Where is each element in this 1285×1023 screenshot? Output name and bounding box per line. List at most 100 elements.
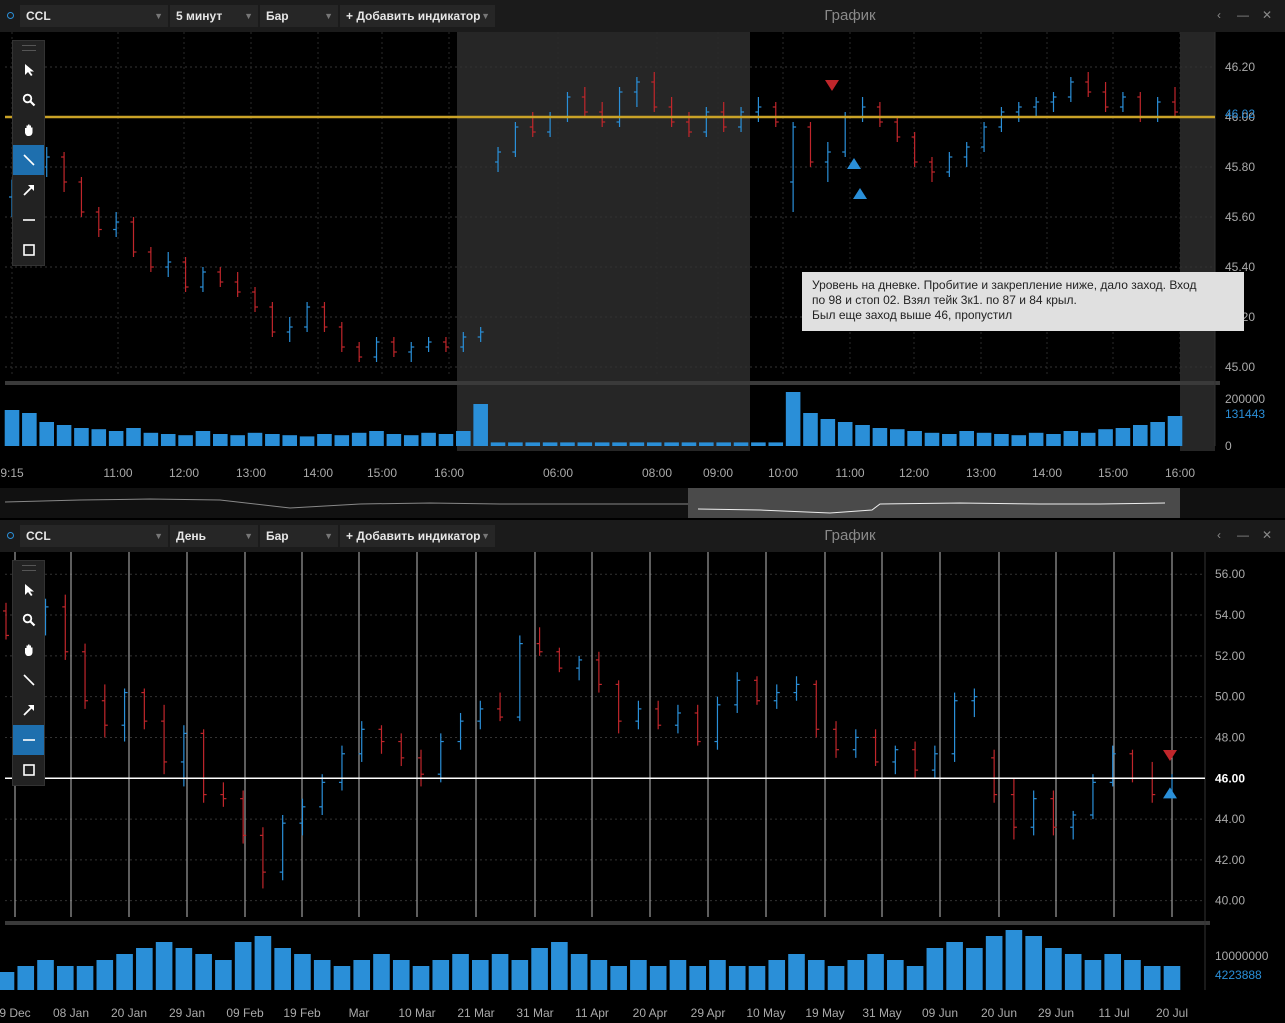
volume-bar bbox=[473, 404, 488, 446]
time-tick-label: 14:00 bbox=[303, 466, 333, 480]
price-bar bbox=[62, 594, 69, 660]
toolbar-grip-icon[interactable] bbox=[13, 41, 44, 55]
line-icon[interactable] bbox=[13, 665, 44, 695]
time-tick-label: 31 May bbox=[862, 1006, 901, 1020]
rectangle-icon[interactable] bbox=[13, 755, 44, 785]
volume-bar bbox=[412, 966, 430, 990]
time-tick-label: 11 Jul bbox=[1098, 1006, 1129, 1020]
interval-label: 5 минут bbox=[176, 9, 223, 23]
price-bar bbox=[833, 721, 840, 758]
volume-bar bbox=[175, 948, 193, 990]
bottom-price-chart[interactable]: 56.00 54.00 52.00 50.00 48.00 46.00 44.00 42.00… bbox=[0, 552, 1285, 1023]
volume-bar bbox=[803, 413, 818, 446]
note-line: Был еще заход выше 46, пропустил bbox=[812, 308, 1013, 322]
price-bar bbox=[121, 688, 128, 742]
price-bar bbox=[234, 272, 241, 297]
volume-bar bbox=[1150, 422, 1165, 446]
volume-bar bbox=[1005, 930, 1023, 990]
time-tick-label: 19 May bbox=[805, 1006, 844, 1020]
volume-bar bbox=[274, 948, 291, 990]
time-tick-label: 19 Feb bbox=[283, 1006, 321, 1020]
volume-bar bbox=[299, 436, 315, 446]
chart-type-select[interactable]: Бар ▼ bbox=[260, 5, 338, 27]
price-bar bbox=[1067, 77, 1074, 102]
price-bar bbox=[946, 152, 953, 177]
time-tick-label: 09 Feb bbox=[226, 1006, 264, 1020]
cursor-icon[interactable] bbox=[13, 575, 44, 605]
price-bar bbox=[1010, 778, 1017, 840]
hline-icon[interactable] bbox=[13, 725, 44, 755]
price-bar bbox=[1015, 102, 1022, 122]
price-bar bbox=[694, 704, 701, 746]
volume-bar bbox=[768, 442, 784, 446]
volume-bar bbox=[1124, 960, 1141, 990]
volume-bar bbox=[56, 966, 74, 990]
volume-bar bbox=[976, 432, 992, 446]
collapse-left-icon[interactable]: ‹ bbox=[1217, 528, 1221, 542]
volume-bar bbox=[733, 442, 749, 446]
price-bar bbox=[951, 692, 958, 762]
price-bar bbox=[240, 790, 247, 844]
price-bar bbox=[259, 827, 266, 889]
collapse-left-icon[interactable]: ‹ bbox=[1217, 8, 1221, 22]
volume-bar bbox=[490, 442, 506, 446]
add-indicator-button[interactable]: + Добавить индикатор ▼ bbox=[340, 525, 495, 547]
price-bar bbox=[928, 157, 935, 182]
top-chart-panel: CCL ▼ 5 минут ▼ Бар ▼ + Добавить индикатор ▼… bbox=[0, 0, 1285, 520]
hand-icon[interactable] bbox=[13, 635, 44, 665]
session-shade bbox=[457, 32, 750, 451]
volume-bar bbox=[855, 425, 870, 446]
volume-bar bbox=[867, 954, 884, 990]
hline-icon[interactable] bbox=[13, 205, 44, 235]
zoom-icon[interactable] bbox=[13, 85, 44, 115]
cursor-icon[interactable] bbox=[13, 55, 44, 85]
navigator-selected-line bbox=[697, 502, 1166, 514]
rectangle-icon[interactable] bbox=[13, 235, 44, 265]
arrow-icon[interactable] bbox=[13, 175, 44, 205]
volume-bar bbox=[126, 428, 141, 446]
volume-bar bbox=[942, 434, 957, 446]
price-tick-label: 52.00 bbox=[1215, 649, 1245, 663]
minimize-icon[interactable]: — bbox=[1237, 8, 1249, 22]
time-tick-label: 20 Apr bbox=[633, 1006, 668, 1020]
time-tick-label: 06:00 bbox=[543, 466, 573, 480]
link-dot-icon[interactable] bbox=[7, 532, 14, 539]
line-icon[interactable] bbox=[13, 145, 44, 175]
buy-marker-icon bbox=[1163, 787, 1177, 799]
symbol-select[interactable]: CCL ▼ bbox=[20, 5, 168, 27]
price-bar bbox=[358, 721, 365, 762]
volume-bar bbox=[136, 948, 153, 990]
price-bar bbox=[981, 122, 988, 152]
volume-bar bbox=[1063, 431, 1079, 446]
add-indicator-button[interactable]: + Добавить индикатор ▼ bbox=[340, 5, 495, 27]
zoom-icon[interactable] bbox=[13, 605, 44, 635]
price-bar bbox=[911, 132, 918, 167]
volume-bar bbox=[96, 960, 114, 990]
price-bar bbox=[651, 72, 658, 112]
price-bar bbox=[408, 342, 415, 362]
hand-icon[interactable] bbox=[13, 115, 44, 145]
close-icon[interactable]: ✕ bbox=[1261, 8, 1273, 22]
toolbar-grip-icon[interactable] bbox=[13, 561, 44, 575]
time-tick-label: 20 Jun bbox=[981, 1006, 1017, 1020]
symbol-select[interactable]: CCL ▼ bbox=[20, 525, 168, 547]
chart-type-select[interactable]: Бар ▼ bbox=[260, 525, 338, 547]
interval-select[interactable]: 5 минут ▼ bbox=[170, 5, 258, 27]
price-bar bbox=[398, 733, 405, 767]
arrow-icon[interactable] bbox=[13, 695, 44, 725]
pane-separator bbox=[5, 921, 1210, 925]
price-bar bbox=[714, 696, 721, 750]
volume-bar bbox=[807, 960, 825, 990]
close-icon[interactable]: ✕ bbox=[1261, 528, 1273, 542]
link-dot-icon[interactable] bbox=[7, 12, 14, 19]
price-bar bbox=[971, 688, 978, 718]
price-bar bbox=[161, 704, 168, 775]
volume-bar bbox=[1084, 960, 1102, 990]
price-bar bbox=[495, 147, 502, 172]
navigator-line bbox=[4, 498, 688, 509]
price-bar bbox=[141, 688, 148, 730]
volume-bar bbox=[508, 442, 523, 446]
interval-select[interactable]: День ▼ bbox=[170, 525, 258, 547]
annotation-note[interactable]: Уровень на дневке. Пробитие и закреплени… bbox=[802, 272, 1244, 331]
minimize-icon[interactable]: — bbox=[1237, 528, 1249, 542]
